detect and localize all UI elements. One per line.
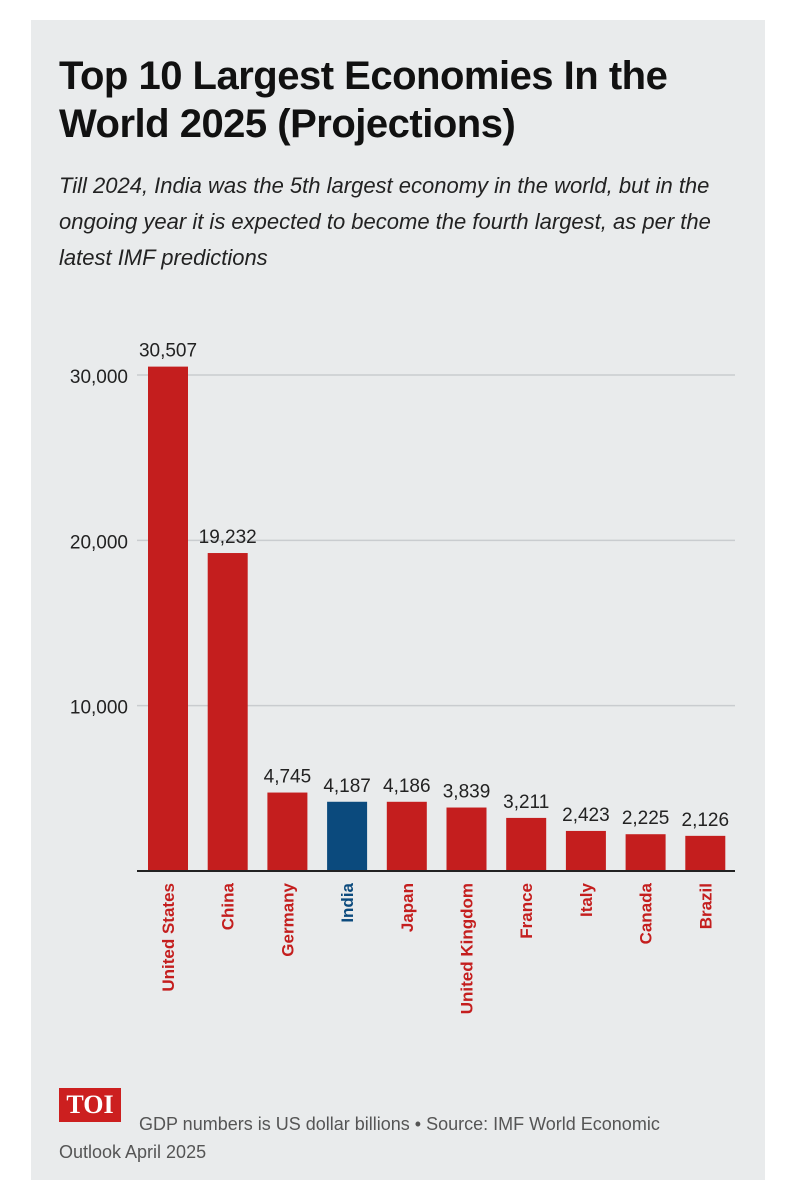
data-label: 3,839 [443, 782, 491, 803]
bar [386, 801, 427, 871]
bar [267, 792, 308, 871]
y-tick-label: 20,000 [70, 532, 128, 553]
category-label: Italy [577, 882, 596, 917]
bar [148, 366, 188, 871]
data-label: 4,186 [383, 776, 431, 797]
data-label: 30,507 [139, 341, 197, 362]
bar [625, 834, 666, 871]
bar [207, 553, 248, 871]
source-note: GDP numbers is US dollar billions • Sour… [59, 1114, 660, 1162]
category-label: India [338, 882, 357, 922]
bar [446, 807, 487, 871]
category-label: France [517, 883, 536, 939]
category-label: United Kingdom [458, 883, 477, 1014]
bar [506, 817, 547, 871]
data-label: 3,211 [503, 792, 549, 813]
data-label: 19,232 [199, 527, 257, 548]
data-label: 4,745 [264, 767, 312, 788]
chart-title: Top 10 Largest Economies In the World 20… [59, 54, 668, 146]
category-label: Canada [637, 882, 656, 944]
toi-logo: TOI [59, 1088, 121, 1122]
category-label: Brazil [696, 883, 715, 929]
data-label: 2,225 [622, 808, 670, 829]
y-tick-label: 30,000 [70, 367, 128, 388]
y-tick-label: 10,000 [70, 698, 128, 719]
category-label: China [219, 882, 238, 930]
data-label: 2,126 [682, 810, 730, 831]
chart-subtitle: Till 2024, India was the 5th largest eco… [59, 173, 711, 270]
category-label: United States [159, 883, 178, 992]
bar [565, 830, 606, 871]
bar [327, 801, 368, 871]
category-label: Germany [278, 882, 297, 956]
data-label: 4,187 [323, 776, 371, 797]
data-label: 2,423 [562, 805, 610, 826]
bar [685, 835, 726, 871]
category-label: Japan [398, 883, 417, 932]
